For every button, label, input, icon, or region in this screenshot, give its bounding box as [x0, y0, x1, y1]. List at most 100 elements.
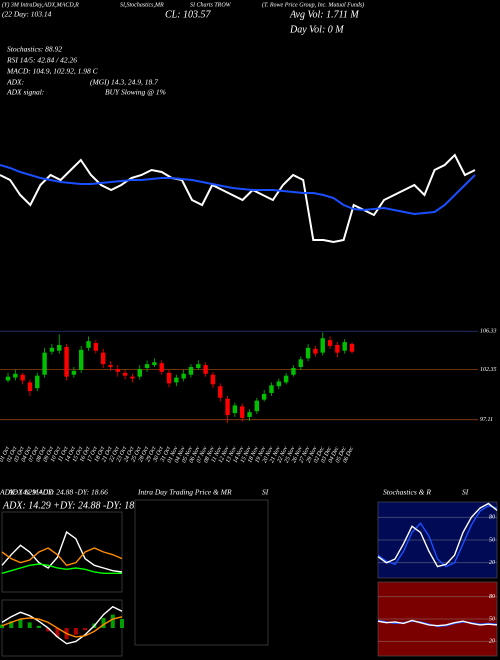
- level-label: 106.33: [480, 329, 497, 335]
- histogram-bar: [73, 628, 78, 635]
- candle-body: [174, 377, 179, 383]
- candle-body: [218, 386, 223, 398]
- candle-body: [115, 368, 120, 372]
- histogram-bar: [9, 621, 14, 628]
- candle-body: [196, 364, 201, 368]
- series-line: [1, 605, 123, 645]
- indicator-text: BUY Slowing @ 1%: [105, 88, 166, 97]
- histogram-bar: [110, 614, 115, 628]
- panel-subtitle: ADX: 14.29 +DY: 24.88 -DY: 18.66: [0, 488, 108, 497]
- candle-body: [188, 367, 194, 375]
- histogram-bar: [83, 628, 88, 631]
- avg-volume: Avg Vol: 1.711 M: [289, 9, 359, 20]
- candle-body: [349, 344, 355, 352]
- candle-body: [210, 374, 216, 385]
- candle-body: [49, 347, 55, 352]
- series-line: [0, 164, 476, 216]
- candle-body: [108, 365, 113, 368]
- histogram-bar: [101, 617, 106, 628]
- candle-body: [232, 405, 238, 414]
- close-price: CL: 103.57: [165, 9, 212, 20]
- candle-body: [276, 381, 282, 387]
- candle-body: [240, 406, 245, 418]
- panel: [134, 499, 269, 646]
- candle-body: [100, 352, 106, 365]
- header-text: SI,Stochastics,MR: [120, 2, 164, 8]
- header-text: (T. Rowe Price Group, Inc. Mutual Funds): [262, 1, 364, 8]
- candle-body: [254, 400, 260, 412]
- level-label: 97.11: [480, 417, 493, 423]
- candle-body: [283, 375, 289, 383]
- histogram-bar: [18, 619, 23, 628]
- histogram-bar: [36, 625, 41, 628]
- candle-body: [57, 344, 62, 351]
- histogram-bar: [0, 624, 4, 628]
- y-tick-label: 20: [489, 639, 495, 645]
- candle-body: [305, 347, 311, 359]
- indicator-text: MACD: 104.9, 102.92, 1.98 C: [6, 67, 99, 76]
- header-text: (Y) 3M IntraDay,ADX,MACD,R: [2, 1, 79, 8]
- candle-body: [225, 398, 230, 416]
- candle-body: [13, 373, 18, 378]
- header-text: SI Charts TROW: [190, 2, 232, 8]
- candle-body: [20, 374, 25, 381]
- series-line: [377, 505, 498, 568]
- candle-body: [71, 370, 77, 375]
- histogram-bar: [55, 628, 60, 637]
- indicator-text: ADX:: [6, 78, 24, 87]
- header-text: (22 Day: 103.14: [2, 10, 52, 19]
- y-tick-label: 80: [489, 515, 495, 521]
- y-tick-label: 20: [489, 560, 495, 566]
- y-tick-label: 80: [489, 594, 495, 600]
- panel-title: ADX & MACD: [7, 488, 54, 497]
- candle-body: [152, 362, 157, 366]
- series-line: [0, 153, 476, 244]
- y-tick-label: 50: [489, 537, 495, 543]
- candle-body: [78, 349, 84, 370]
- histogram-bar: [27, 622, 32, 628]
- histogram-bar: [120, 619, 124, 628]
- candle-body: [130, 376, 135, 379]
- candle-body: [298, 359, 303, 368]
- candle-body: [86, 341, 91, 348]
- candle-body: [5, 376, 11, 381]
- series-line: [1, 616, 123, 638]
- series-line: [1, 530, 123, 573]
- candle-body: [27, 382, 33, 392]
- candle-body: [166, 372, 172, 384]
- indicator-text: (MGI) 14.3, 24.9, 18.7: [90, 78, 158, 87]
- candle-body: [144, 364, 150, 368]
- panel-subtitle: SI: [262, 488, 269, 497]
- candle-body: [335, 344, 340, 353]
- candle-body: [122, 372, 128, 376]
- candle-body: [203, 365, 208, 374]
- series-line: [1, 563, 122, 575]
- indicator-text: Stochastics: 88.92: [7, 45, 62, 54]
- candle-body: [320, 338, 325, 353]
- series-line: [377, 619, 498, 628]
- candle-body: [247, 412, 252, 417]
- candle-body: [291, 368, 296, 375]
- candle-body: [342, 342, 347, 351]
- histogram-bar: [46, 628, 51, 632]
- indicator-text: ADX signal:: [6, 88, 44, 97]
- candle-body: [261, 393, 267, 400]
- candle-body: [42, 352, 47, 375]
- candle-body: [35, 375, 40, 389]
- panel-title: Stochastics & R: [383, 488, 431, 497]
- candle-body: [159, 363, 164, 372]
- x-tick-label: 01 Oct: [0, 446, 11, 463]
- candle-body: [137, 368, 142, 377]
- candle-body: [93, 343, 99, 351]
- indicator-text: RSI 14/5: 42.84 / 42.26: [6, 56, 77, 65]
- panel-title: Intra Day Trading Price & MR: [137, 488, 232, 497]
- candle-body: [269, 385, 274, 393]
- panel-subtitle: ADX: 14.29 +DY: 24.88 -DY: 18.66: [2, 500, 147, 511]
- candle-body: [181, 373, 186, 379]
- series-line: [377, 502, 498, 568]
- series-line: [1, 547, 123, 567]
- candle-body: [64, 346, 69, 377]
- panel-subtitle: SI: [462, 488, 469, 497]
- y-tick-label: 50: [489, 616, 495, 622]
